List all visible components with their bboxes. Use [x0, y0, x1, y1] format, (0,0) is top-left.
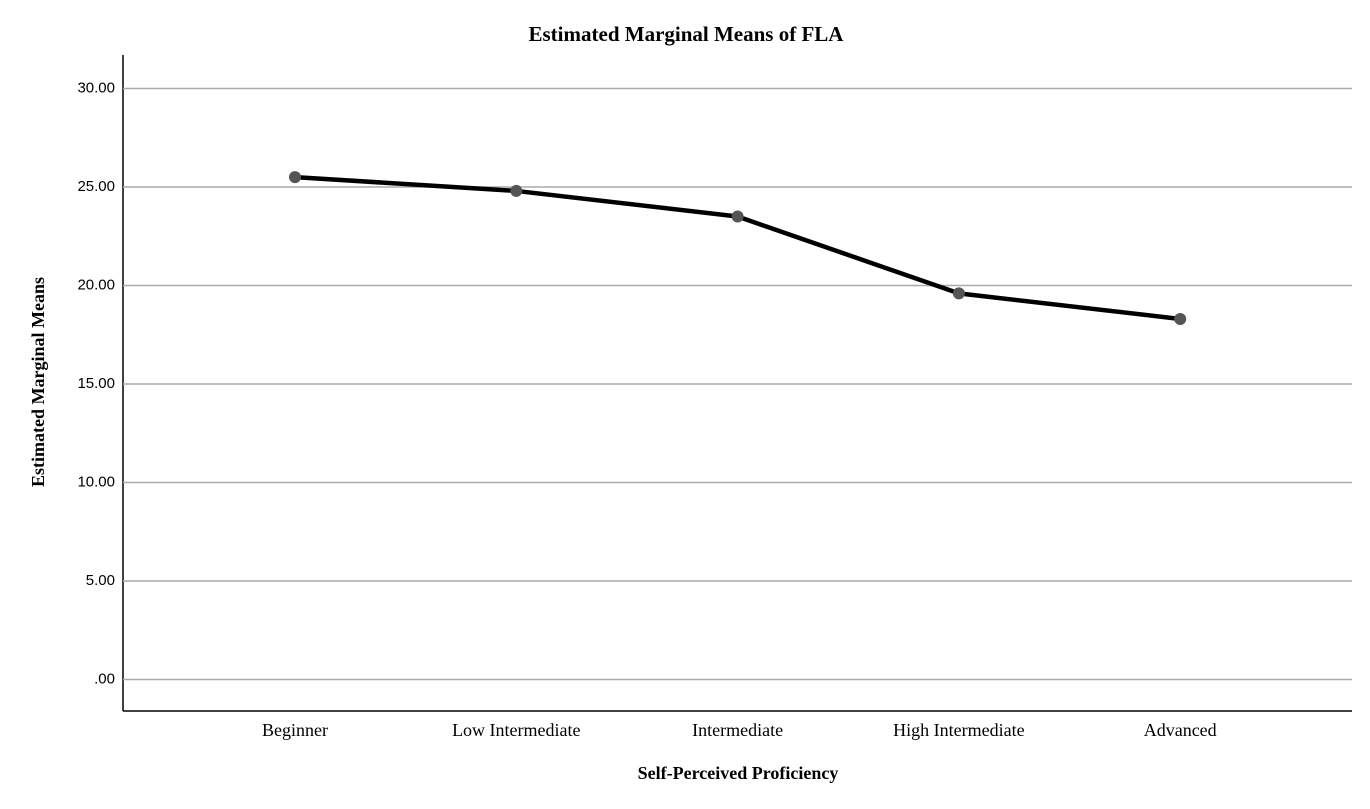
chart-title: Estimated Marginal Means of FLA [529, 22, 845, 46]
data-point [1174, 312, 1187, 325]
y-tick-label: 5.00 [86, 572, 115, 589]
y-axis-title: Estimated Marginal Means [28, 277, 48, 487]
data-point [731, 210, 744, 223]
y-tick-label: 10.00 [77, 473, 115, 490]
data-point [510, 184, 523, 197]
data-point [289, 171, 301, 184]
y-tick-label: 20.00 [77, 276, 115, 293]
y-tick-label: .00 [94, 670, 115, 687]
x-axis-title: Self-Perceived Proficiency [638, 763, 839, 783]
x-tick-label: Advanced [1144, 720, 1217, 740]
y-tick-label: 25.00 [77, 178, 115, 195]
x-tick-label: High Intermediate [893, 720, 1024, 740]
x-tick-label: Beginner [262, 720, 328, 740]
series-line [294, 174, 1181, 322]
y-tick-label: 30.00 [77, 79, 115, 96]
data-point [952, 287, 965, 300]
x-tick-label: Intermediate [692, 720, 783, 740]
x-tick-label: Low Intermediate [452, 720, 580, 740]
y-tick-label: 15.00 [77, 375, 115, 392]
